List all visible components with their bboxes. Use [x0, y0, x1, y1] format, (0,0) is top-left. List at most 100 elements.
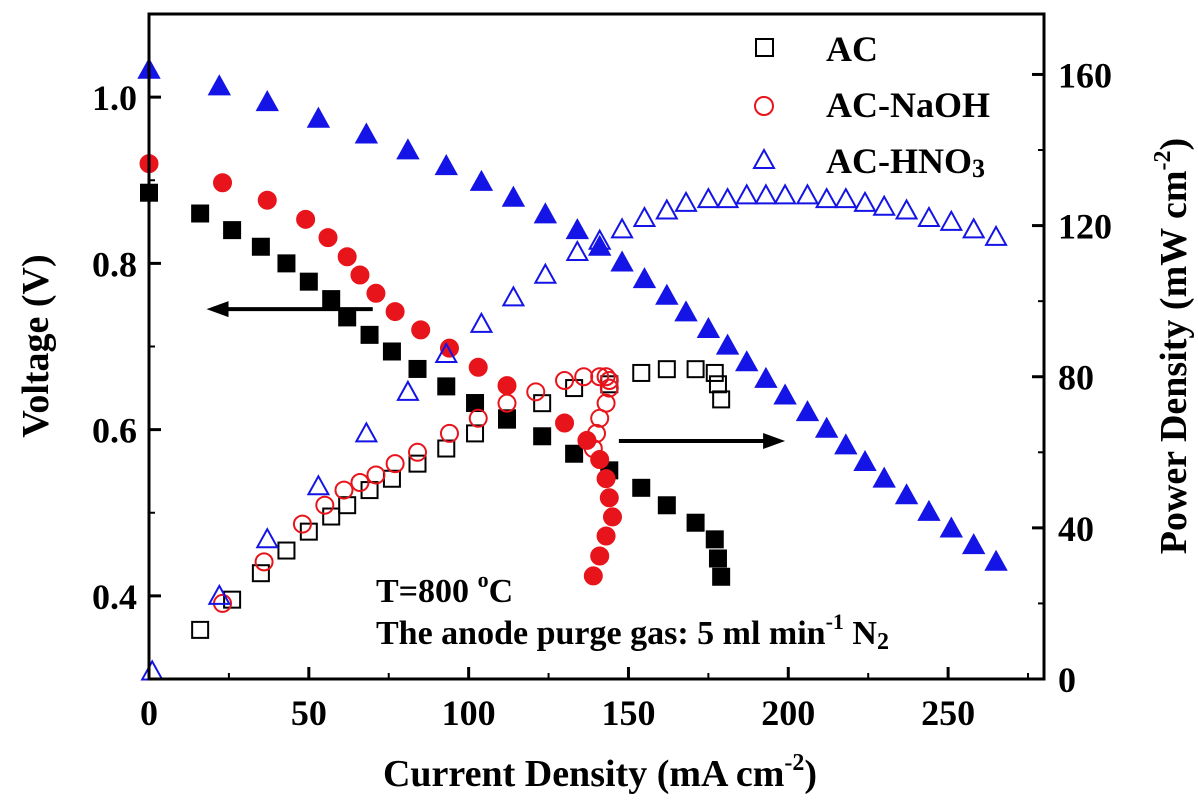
point-ac-hno3-power: [306, 474, 331, 496]
point-ac-hno3-power: [715, 187, 740, 209]
point-ac-voltage: [686, 513, 705, 532]
y-right-tick-label: 40: [1058, 509, 1094, 549]
point-ac-naoh-voltage: [366, 283, 386, 303]
point-ac-naoh-power: [439, 423, 459, 443]
series-ac-hno3-power: [140, 183, 1008, 681]
point-ac-voltage: [708, 549, 727, 568]
arrows-layer: [206, 301, 786, 449]
point-ac-hno3-voltage: [354, 122, 379, 144]
point-ac-power: [498, 409, 516, 428]
point-ac-power: [322, 507, 341, 526]
point-ac-hno3-power: [587, 228, 612, 250]
point-ac-naoh-voltage: [590, 450, 610, 470]
y-left-tick-label: 0.6: [92, 411, 137, 451]
point-ac-hno3-voltage: [735, 350, 759, 372]
point-ac-naoh-power: [254, 552, 274, 572]
point-ac-naoh-power: [526, 382, 546, 402]
point-ac-naoh-voltage: [596, 469, 616, 489]
point-ac-naoh-power: [599, 378, 619, 398]
point-ac-power: [382, 469, 401, 488]
point-ac-power: [466, 424, 485, 443]
point-ac-hno3-voltage: [632, 267, 657, 289]
point-ac-power: [437, 439, 456, 458]
point-ac-hno3-power: [961, 217, 986, 239]
point-ac-power: [277, 541, 296, 560]
point-ac-hno3-voltage: [834, 433, 858, 455]
x-tick-label: 200: [761, 693, 815, 733]
point-ac-power: [686, 360, 705, 379]
point-ac-naoh-power: [468, 408, 488, 428]
point-ac-hno3-voltage: [773, 383, 797, 405]
point-ac-hno3-voltage: [306, 106, 331, 128]
point-ac-hno3-power: [795, 183, 820, 205]
x-tick-label: 150: [601, 693, 655, 733]
annotation-purge-gas: The anode purge gas: 5 ml min-1 N2: [376, 609, 889, 655]
arrow-right: [618, 432, 786, 449]
point-ac-naoh-power: [590, 408, 610, 428]
point-ac-voltage: [251, 237, 270, 256]
point-ac-naoh-voltage: [213, 173, 233, 193]
point-ac-hno3-voltage: [853, 449, 877, 472]
y-left-tick-label: 1.0: [92, 78, 137, 118]
point-ac-power: [251, 564, 270, 583]
point-ac-naoh-voltage: [590, 546, 610, 566]
marks-layer: [137, 57, 1008, 681]
point-ac-hno3-voltage: [587, 234, 612, 256]
point-ac-hno3-power: [814, 187, 839, 209]
series-ac-voltage: [140, 183, 731, 586]
point-ac-hno3-power: [632, 205, 657, 228]
series-ac-hno3-voltage: [137, 57, 1008, 571]
point-ac-hno3-power: [469, 311, 494, 333]
point-ac-hno3-power: [354, 421, 379, 443]
point-ac-hno3-power: [917, 205, 941, 228]
point-ac-power: [657, 360, 676, 379]
point-ac-voltage: [191, 204, 210, 223]
point-ac-voltage: [705, 530, 724, 549]
point-ac-power: [533, 394, 552, 413]
point-ac-power: [191, 620, 210, 639]
point-ac-power: [712, 390, 731, 409]
point-ac-power: [632, 363, 651, 382]
point-ac-voltage: [498, 410, 516, 429]
point-ac-naoh-power: [292, 514, 312, 534]
point-ac-hno3-voltage: [207, 74, 232, 96]
legend-label-ac-hno3: AC-HNO3: [826, 141, 985, 183]
point-ac-voltage: [299, 272, 318, 291]
point-ac-naoh-power: [555, 371, 575, 391]
point-ac-power: [223, 590, 242, 609]
point-ac-voltage: [712, 567, 731, 586]
y-right-tick-label: 120: [1058, 207, 1112, 247]
point-ac-naoh-power: [583, 439, 603, 459]
point-ac-naoh-power: [408, 442, 427, 462]
point-ac-hno3-voltage: [469, 169, 494, 191]
point-ac-naoh-voltage: [411, 320, 431, 340]
point-ac-naoh-power: [587, 423, 606, 443]
point-ac-hno3-power: [872, 194, 896, 216]
arrow-left: [206, 301, 373, 318]
point-ac-hno3-voltage: [795, 400, 820, 422]
point-ac-naoh-voltage: [497, 376, 517, 396]
point-ac-hno3-power: [207, 583, 232, 605]
legend-marker-ac: [755, 38, 774, 57]
point-ac-hno3-voltage: [917, 499, 941, 521]
point-ac-hno3-power: [834, 187, 858, 209]
point-ac-voltage: [382, 342, 401, 361]
point-ac-naoh-voltage: [337, 247, 357, 267]
point-ac-hno3-power: [773, 183, 797, 205]
point-ac-naoh-power: [334, 480, 354, 500]
point-ac-voltage: [533, 427, 552, 446]
arrow-head: [206, 301, 229, 318]
point-ac-naoh-voltage: [555, 413, 575, 433]
point-ac-naoh-voltage: [385, 302, 405, 322]
point-ac-hno3-voltage: [396, 138, 420, 160]
annotation-temperature: T=800 oC: [376, 567, 513, 610]
series-ac-naoh-power: [213, 367, 619, 613]
point-ac-hno3-voltage: [814, 416, 839, 438]
point-ac-hno3-power: [853, 190, 877, 212]
point-ac-naoh-voltage: [602, 507, 622, 527]
point-ac-voltage: [408, 359, 427, 378]
point-ac-hno3-voltage: [501, 185, 526, 207]
point-ac-hno3-voltage: [533, 202, 558, 224]
point-ac-naoh-power: [366, 465, 386, 485]
